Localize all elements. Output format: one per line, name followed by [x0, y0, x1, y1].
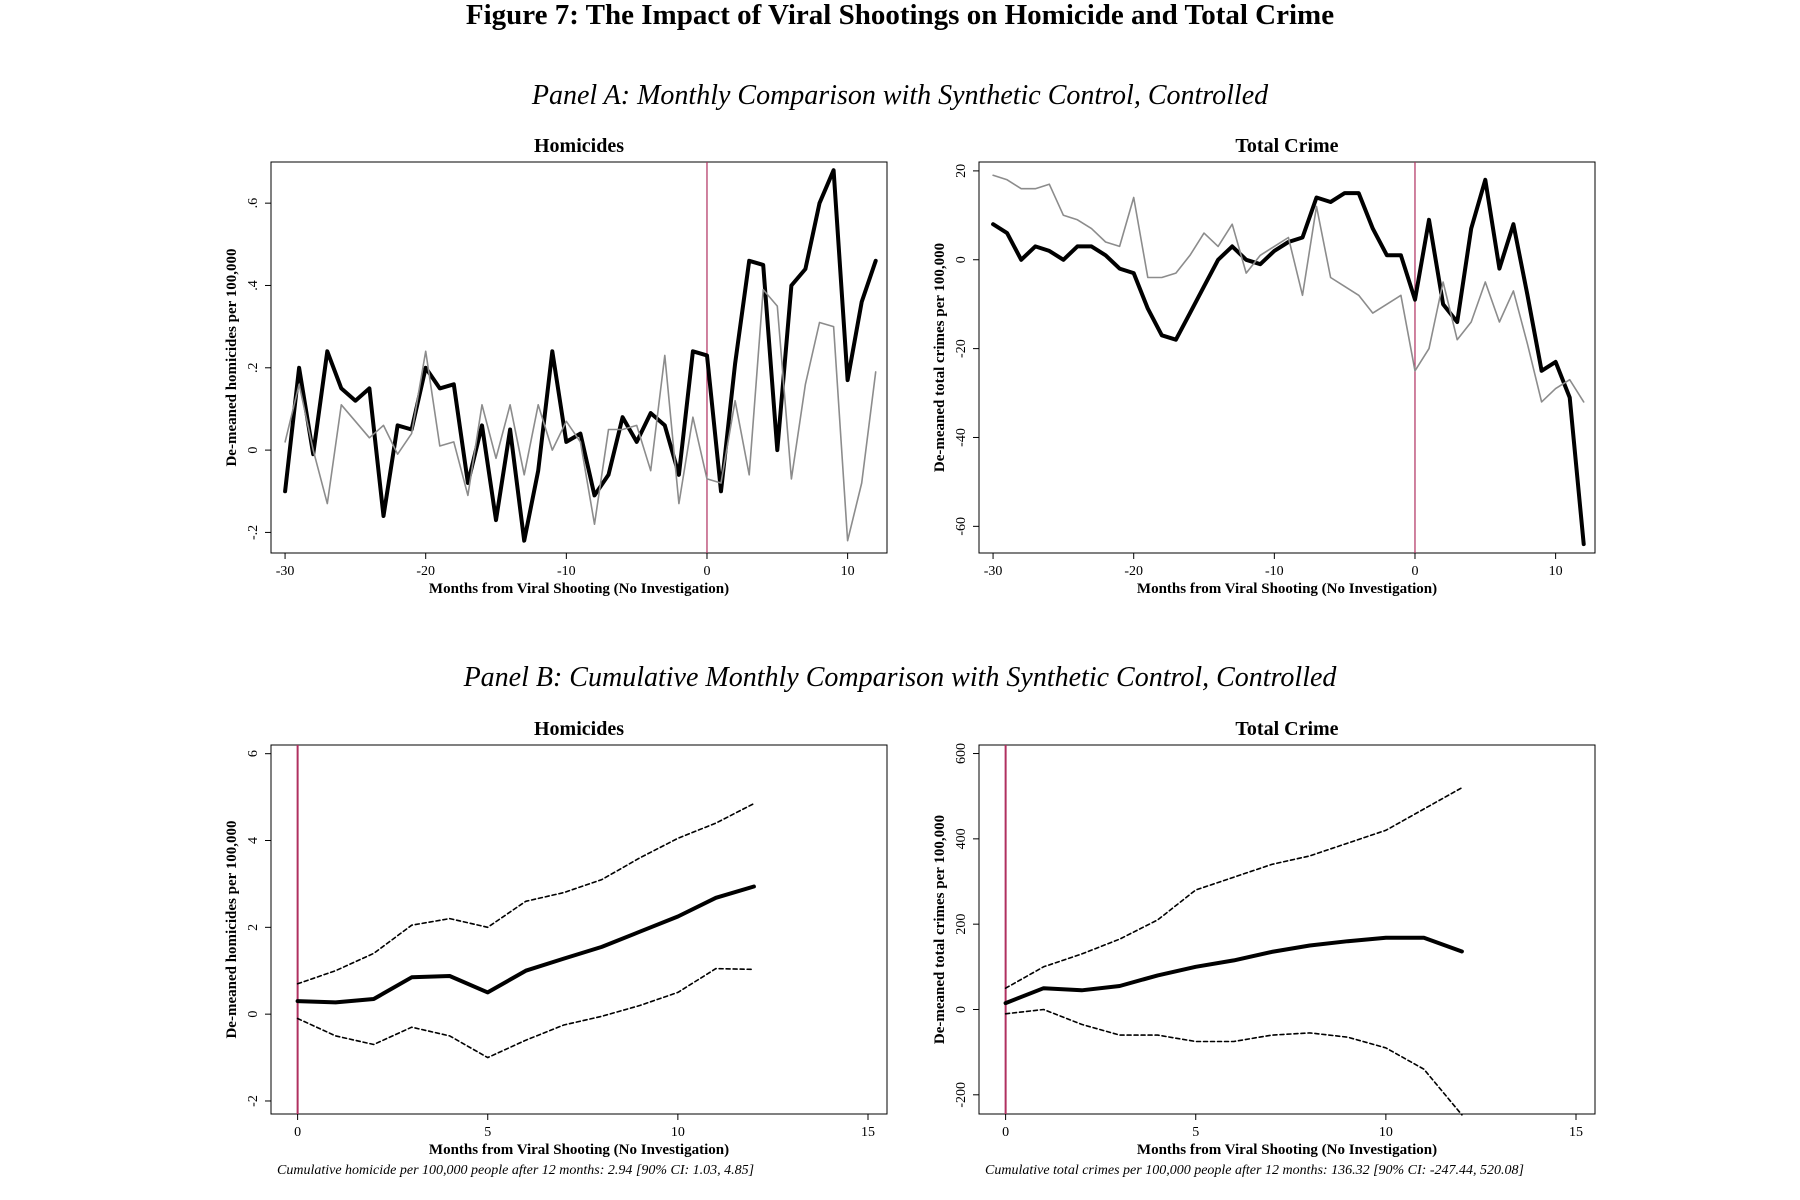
lower-ci-line [296, 967, 755, 1059]
x-tick-label: -10 [1265, 564, 1284, 579]
caption-homicides: Cumulative homicide per 100,000 people a… [277, 1163, 755, 1178]
y-tick-label: .2 [246, 363, 261, 374]
x-tick-label: 10 [1379, 1125, 1393, 1140]
caption-total-crime: Cumulative total crimes per 100,000 peop… [985, 1163, 1524, 1178]
y-tick-label: .6 [246, 198, 261, 209]
x-tick-label: 0 [294, 1125, 301, 1140]
synthetic-series-line [992, 174, 1585, 403]
x-axis-label: Months from Viral Shooting (No Investiga… [1137, 1142, 1437, 1158]
treated-series-line [283, 168, 878, 543]
synthetic-series-line [284, 288, 877, 542]
treated-series-line [295, 884, 756, 1005]
x-tick-label: 15 [1569, 1125, 1583, 1140]
x-tick-label: 10 [1549, 564, 1563, 579]
chart-title: Homicides [534, 718, 624, 740]
x-axis-label: Months from Viral Shooting (No Investiga… [429, 581, 729, 597]
x-tick-label: 0 [703, 564, 710, 579]
panel-a-title: Panel A: Monthly Comparison with Synthet… [531, 80, 1269, 111]
y-tick-label: 400 [954, 828, 969, 849]
lower-ci-line [1004, 1008, 1463, 1116]
y-tick-label: 6 [246, 750, 261, 757]
x-tick-label: 10 [841, 564, 855, 579]
plot-frame [270, 744, 888, 1115]
y-axis-label: De-meaned homicides per 100,000 [224, 248, 240, 466]
y-tick-label: 0 [954, 256, 969, 263]
y-tick-label: 20 [954, 164, 969, 178]
y-tick-label: -60 [954, 517, 969, 536]
y-tick-label: 200 [954, 914, 969, 935]
x-tick-label: -10 [557, 564, 576, 579]
y-tick-label: .4 [246, 280, 261, 291]
y-axis-label: De-meaned total crimes per 100,000 [932, 815, 948, 1044]
y-tick-label: 2 [246, 924, 261, 931]
x-axis-label: Months from Viral Shooting (No Investiga… [429, 1142, 729, 1158]
x-tick-label: 5 [1192, 1125, 1199, 1140]
chart-1: Homicides -30 -20 -10 0 10 -.2 0 .2 .4 .6 Months fr… [224, 135, 888, 597]
treated-series-line [1003, 935, 1464, 1006]
x-tick-label: 0 [1002, 1125, 1009, 1140]
x-tick-label: -20 [416, 564, 435, 579]
panel-b-title: Panel B: Cumulative Monthly Comparison w… [463, 662, 1337, 693]
y-tick-label: 0 [246, 447, 261, 454]
chart-title: Total Crime [1235, 718, 1338, 740]
y-tick-label: 0 [246, 1011, 261, 1018]
plot-frame [978, 161, 1596, 554]
chart-title: Homicides [534, 135, 624, 157]
x-tick-label: -30 [984, 564, 1003, 579]
x-axis-label: Months from Viral Shooting (No Investiga… [1137, 581, 1437, 597]
upper-ci-line [1004, 786, 1463, 990]
y-tick-label: 600 [954, 743, 969, 764]
x-tick-label: 15 [861, 1125, 875, 1140]
chart-2: Total Crime -30 -20 -10 0 10 -60 -40 -20 0 20 Month… [932, 135, 1596, 597]
y-tick-label: -40 [954, 428, 969, 447]
y-tick-label: -200 [954, 1082, 969, 1108]
chart-3: Homicides 0 5 10 15 -2 0 2 4 6 Months from Viral S… [224, 718, 888, 1158]
treated-series-line [991, 177, 1586, 547]
chart-4: Total Crime 0 5 10 15 -200 0 200 400 600 Months fr… [932, 718, 1596, 1158]
chart-title: Total Crime [1235, 135, 1338, 157]
x-tick-label: 0 [1411, 564, 1418, 579]
plot-frame [978, 744, 1596, 1115]
upper-ci-line [296, 802, 755, 985]
figure-title: Figure 7: The Impact of Viral Shootings … [465, 0, 1335, 31]
y-tick-label: -20 [954, 339, 969, 358]
y-tick-label: -2 [246, 1095, 261, 1107]
y-axis-label: De-meaned total crimes per 100,000 [932, 243, 948, 472]
x-tick-label: -20 [1124, 564, 1143, 579]
y-tick-label: 0 [954, 1006, 969, 1013]
y-axis-label: De-meaned homicides per 100,000 [224, 820, 240, 1038]
x-tick-label: 5 [484, 1125, 491, 1140]
plot-frame [270, 161, 888, 554]
y-tick-label: 4 [246, 837, 261, 844]
y-tick-label: -.2 [246, 525, 261, 540]
x-tick-label: -30 [276, 564, 295, 579]
x-tick-label: 10 [671, 1125, 685, 1140]
